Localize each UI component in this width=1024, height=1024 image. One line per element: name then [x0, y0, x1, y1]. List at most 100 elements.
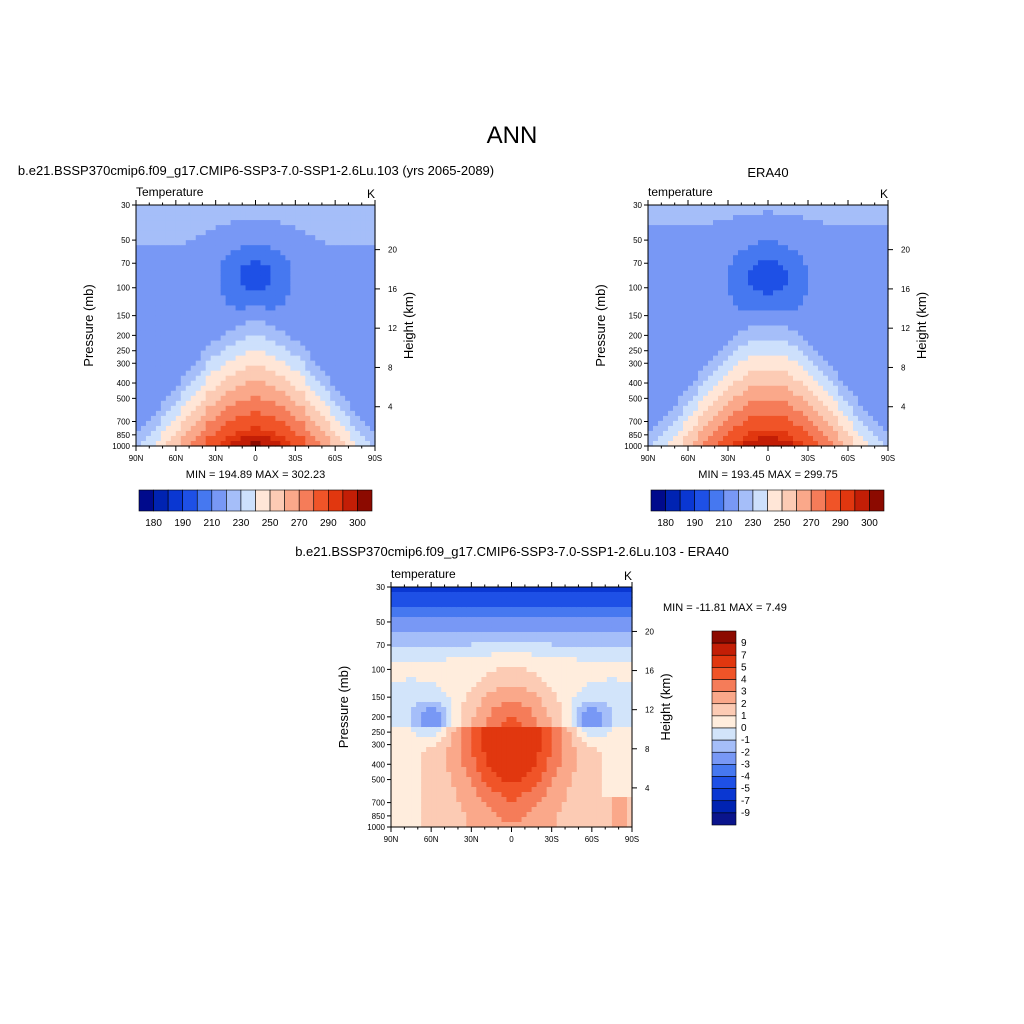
contour-cell [878, 330, 884, 337]
contour-cell [653, 285, 659, 291]
contour-cell [240, 410, 247, 417]
contour-cell [285, 375, 291, 382]
contour-cell [320, 270, 326, 276]
contour-cell [396, 817, 402, 823]
contour-cell [265, 360, 272, 367]
contour-cell [275, 345, 281, 352]
contour-cell [220, 375, 227, 382]
contour-cell [878, 225, 884, 231]
contour-cell [245, 390, 252, 397]
contour-cell [723, 310, 729, 317]
pressure-tick-label: 250 [629, 347, 643, 356]
contour-cell [245, 250, 252, 256]
contour-cell [858, 235, 864, 241]
contour-cell [708, 345, 714, 352]
contour-cell [718, 310, 724, 317]
contour-cell [658, 335, 664, 342]
contour-cell [718, 415, 724, 422]
contour-cell [658, 390, 664, 397]
contour-cell [180, 230, 187, 236]
contour-cell [195, 310, 202, 317]
contour-cell [838, 440, 844, 447]
contour-cell [305, 215, 311, 221]
contour-cell [270, 245, 277, 251]
contour-cell [788, 340, 794, 347]
contour-cell [768, 205, 774, 211]
contour-cell [155, 250, 162, 256]
contour-cell [290, 330, 296, 337]
contour-cell [215, 310, 222, 317]
contour-cell [858, 205, 864, 211]
contour-cell [718, 260, 724, 266]
contour-cell [275, 250, 281, 256]
contour-cell [858, 425, 864, 432]
contour-cell [668, 295, 674, 301]
contour-cell [260, 250, 267, 256]
contour-cell [648, 325, 654, 332]
contour-cell [325, 435, 331, 442]
contour-cell [723, 300, 729, 307]
contour-cell [175, 320, 182, 327]
contour-cell [310, 435, 316, 442]
contour-cell [758, 305, 764, 312]
contour-cell [688, 235, 694, 241]
contour-cell [370, 365, 376, 372]
contour-cell [788, 440, 794, 447]
contour-cell [878, 350, 884, 357]
contour-cell [230, 270, 237, 276]
contour-cell [335, 375, 341, 382]
contour-cell [798, 250, 804, 256]
contour-cell [668, 240, 674, 246]
contour-cell [763, 440, 769, 447]
contour-cell [136, 260, 142, 266]
contour-cell [310, 405, 316, 412]
contour-cell [788, 365, 794, 372]
contour-cell [360, 340, 366, 347]
contour-cell [668, 285, 674, 291]
contour-cell [838, 355, 844, 362]
contour-cell [250, 390, 257, 397]
contour-cell [858, 345, 864, 352]
contour-cell [300, 380, 306, 387]
contour-cell [703, 255, 709, 261]
colorbar-swatch [284, 489, 300, 512]
contour-cell [878, 435, 884, 442]
contour-cell [155, 325, 162, 332]
contour-cell [185, 435, 192, 442]
contour-cell [310, 255, 316, 261]
contour-cell [245, 225, 252, 231]
contour-cell [365, 220, 371, 226]
contour-cell [803, 410, 809, 417]
contour-cell [823, 230, 829, 236]
contour-cell [678, 440, 684, 447]
contour-cell [325, 425, 331, 432]
contour-cell [683, 425, 689, 432]
contour-cell [170, 300, 177, 307]
contour-cell [220, 405, 227, 412]
contour-cell [653, 400, 659, 407]
contour-cell [843, 290, 849, 296]
contour-cell [783, 250, 789, 256]
contour-cell [345, 325, 351, 332]
panel-header: b.e21.BSSP370cmip6.f09_g17.CMIP6-SSP3-7.… [18, 163, 494, 178]
contour-cell [250, 305, 257, 312]
contour-cell [648, 385, 654, 392]
contour-cell [678, 250, 684, 256]
contour-cell [160, 245, 167, 251]
contour-cell [763, 295, 769, 301]
contour-cell [175, 380, 182, 387]
contour-cell [200, 435, 207, 442]
contour-cell [140, 410, 147, 417]
contour-cell [653, 325, 659, 332]
contour-cell [713, 315, 719, 322]
contour-cell [165, 285, 172, 291]
contour-cell [285, 225, 291, 231]
contour-cell [883, 285, 889, 291]
contour-cell [838, 245, 844, 251]
contour-cell [391, 637, 397, 643]
contour-cell [345, 420, 351, 427]
contour-cell [250, 205, 257, 211]
contour-cell [180, 420, 187, 427]
contour-cell [738, 335, 744, 342]
contour-cell [723, 360, 729, 367]
